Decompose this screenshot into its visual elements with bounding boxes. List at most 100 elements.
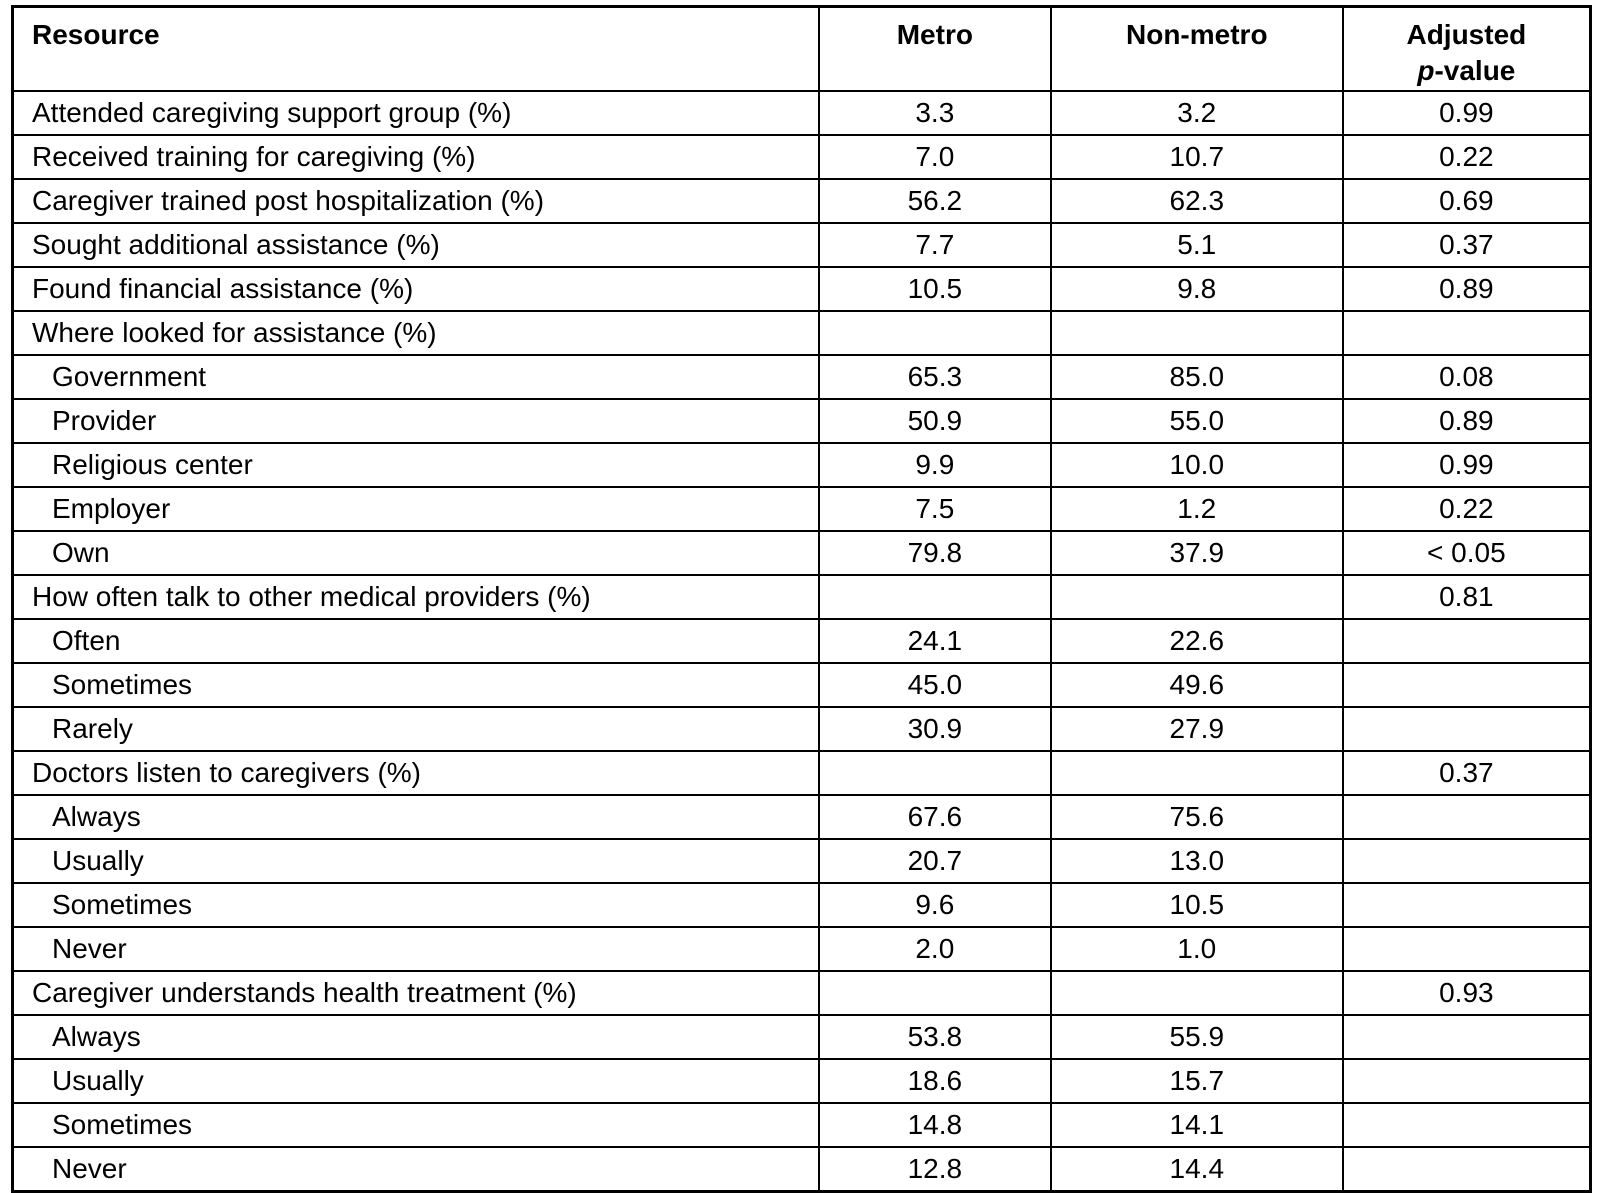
pvalue <box>1341 838 1592 884</box>
table-body: Attended caregiving support group (%) 3.… <box>11 90 1592 1193</box>
table-row: Sometimes 45.0 49.6 <box>11 662 1592 708</box>
table-row: Usually 18.6 15.7 <box>11 1058 1592 1104</box>
table-row: Sometimes 9.6 10.5 <box>11 882 1592 928</box>
table-row: Attended caregiving support group (%) 3.… <box>11 90 1592 136</box>
metro-value: 7.5 <box>817 486 1052 532</box>
table-row: Always 67.6 75.6 <box>11 794 1592 840</box>
metro-value: 53.8 <box>817 1014 1052 1060</box>
row-label: Received training for caregiving (%) <box>11 134 820 180</box>
nonmetro-value: 55.9 <box>1049 1014 1344 1060</box>
row-label: Sought additional assistance (%) <box>11 222 820 268</box>
header-resource: Resource <box>11 5 820 92</box>
pvalue <box>1341 1146 1592 1193</box>
row-label: Sometimes <box>11 1102 820 1148</box>
pvalue <box>1341 662 1592 708</box>
row-label: Often <box>11 618 820 664</box>
row-label: Government <box>11 354 820 400</box>
table-row: Rarely 30.9 27.9 <box>11 706 1592 752</box>
metro-value <box>817 574 1052 620</box>
pvalue: 0.99 <box>1341 442 1592 488</box>
row-label: Caregiver trained post hospitalization (… <box>11 178 820 224</box>
nonmetro-value <box>1049 574 1344 620</box>
row-label: Always <box>11 1014 820 1060</box>
table-row: Sometimes 14.8 14.1 <box>11 1102 1592 1148</box>
row-label: Usually <box>11 1058 820 1104</box>
header-adjusted-p-value: Adjusted p-value <box>1341 5 1592 92</box>
pvalue <box>1341 794 1592 840</box>
metro-value: 24.1 <box>817 618 1052 664</box>
nonmetro-value: 22.6 <box>1049 618 1344 664</box>
table-row: Own 79.8 37.9 < 0.05 <box>11 530 1592 576</box>
row-label: Never <box>11 926 820 972</box>
row-label: Rarely <box>11 706 820 752</box>
row-label: Religious center <box>11 442 820 488</box>
table-row: Sought additional assistance (%) 7.7 5.1… <box>11 222 1592 268</box>
row-label: Never <box>11 1146 820 1193</box>
table-row: Government 65.3 85.0 0.08 <box>11 354 1592 400</box>
nonmetro-value: 1.0 <box>1049 926 1344 972</box>
pvalue <box>1341 706 1592 752</box>
pvalue: 0.89 <box>1341 266 1592 312</box>
pvalue: 0.89 <box>1341 398 1592 444</box>
nonmetro-value: 14.1 <box>1049 1102 1344 1148</box>
row-label: Attended caregiving support group (%) <box>11 90 820 136</box>
table-row: Caregiver trained post hospitalization (… <box>11 178 1592 224</box>
resource-comparison-table-container: Resource Metro Non-metro Adjusted p-value… <box>11 5 1592 1193</box>
nonmetro-value: 55.0 <box>1049 398 1344 444</box>
nonmetro-value: 85.0 <box>1049 354 1344 400</box>
nonmetro-value: 62.3 <box>1049 178 1344 224</box>
metro-value: 50.9 <box>817 398 1052 444</box>
pvalue <box>1341 926 1592 972</box>
header-adjusted-line1: Adjusted <box>1406 19 1527 50</box>
row-label: Where looked for assistance (%) <box>11 310 820 356</box>
pvalue: 0.99 <box>1341 90 1592 136</box>
nonmetro-value: 10.7 <box>1049 134 1344 180</box>
row-label: Doctors listen to caregivers (%) <box>11 750 820 796</box>
table-row: How often talk to other medical provider… <box>11 574 1592 620</box>
row-label: Provider <box>11 398 820 444</box>
nonmetro-value: 37.9 <box>1049 530 1344 576</box>
header-row: Resource Metro Non-metro Adjusted p-value <box>11 5 1592 92</box>
pvalue: 0.37 <box>1341 750 1592 796</box>
nonmetro-value: 75.6 <box>1049 794 1344 840</box>
metro-value: 3.3 <box>817 90 1052 136</box>
row-label: Found financial assistance (%) <box>11 266 820 312</box>
nonmetro-value: 5.1 <box>1049 222 1344 268</box>
pvalue <box>1341 1014 1592 1060</box>
nonmetro-value: 3.2 <box>1049 90 1344 136</box>
nonmetro-value: 9.8 <box>1049 266 1344 312</box>
metro-value: 67.6 <box>817 794 1052 840</box>
nonmetro-value <box>1049 970 1344 1016</box>
nonmetro-value: 27.9 <box>1049 706 1344 752</box>
row-label: Usually <box>11 838 820 884</box>
table-row: Caregiver understands health treatment (… <box>11 970 1592 1016</box>
row-label: Sometimes <box>11 882 820 928</box>
table-row: Often 24.1 22.6 <box>11 618 1592 664</box>
metro-value: 30.9 <box>817 706 1052 752</box>
table-row: Where looked for assistance (%) <box>11 310 1592 356</box>
table-row: Employer 7.5 1.2 0.22 <box>11 486 1592 532</box>
table-row: Received training for caregiving (%) 7.0… <box>11 134 1592 180</box>
pvalue: 0.93 <box>1341 970 1592 1016</box>
metro-value <box>817 750 1052 796</box>
resource-comparison-table: Resource Metro Non-metro Adjusted p-value… <box>11 5 1592 1193</box>
pvalue: 0.22 <box>1341 486 1592 532</box>
metro-value: 10.5 <box>817 266 1052 312</box>
pvalue <box>1341 618 1592 664</box>
metro-value: 7.7 <box>817 222 1052 268</box>
pvalue: 0.81 <box>1341 574 1592 620</box>
table-row: Always 53.8 55.9 <box>11 1014 1592 1060</box>
row-label: How often talk to other medical provider… <box>11 574 820 620</box>
table-row: Provider 50.9 55.0 0.89 <box>11 398 1592 444</box>
pvalue: 0.08 <box>1341 354 1592 400</box>
row-label: Caregiver understands health treatment (… <box>11 970 820 1016</box>
table-row: Usually 20.7 13.0 <box>11 838 1592 884</box>
metro-value <box>817 310 1052 356</box>
table-row: Found financial assistance (%) 10.5 9.8 … <box>11 266 1592 312</box>
table-row: Never 12.8 14.4 <box>11 1146 1592 1193</box>
table-row: Doctors listen to caregivers (%) 0.37 <box>11 750 1592 796</box>
metro-value: 56.2 <box>817 178 1052 224</box>
metro-value: 9.6 <box>817 882 1052 928</box>
nonmetro-value <box>1049 750 1344 796</box>
metro-value: 79.8 <box>817 530 1052 576</box>
